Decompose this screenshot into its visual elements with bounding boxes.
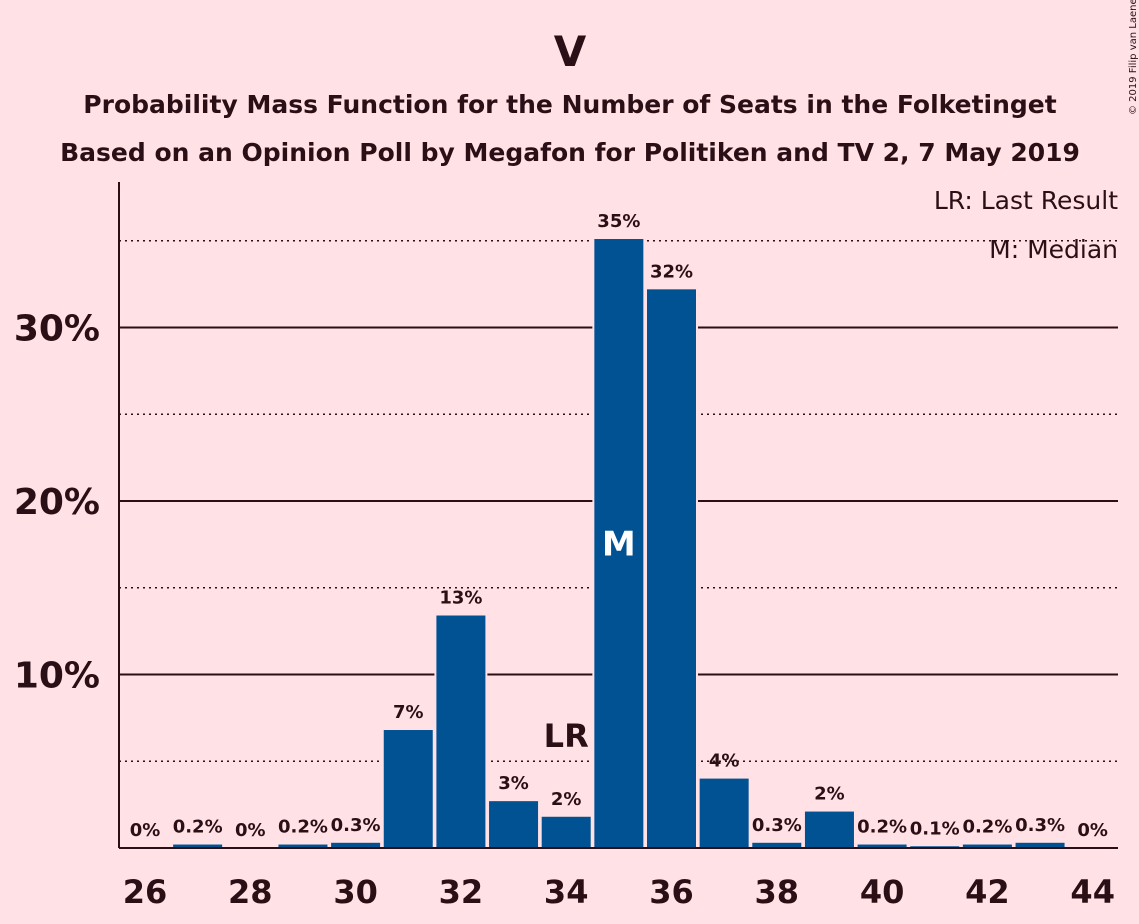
x-tick-label: 32 [439,873,484,911]
bars [171,237,1067,849]
bar-value-label: 0.1% [910,818,960,839]
y-tick-label: 30% [14,309,100,350]
bar [804,811,854,848]
bar [331,842,381,848]
bar [278,844,328,848]
bar-value-label: 7% [393,702,424,723]
axes: 10% 20% 30% 26 28 30 32 34 36 38 40 42 44 [14,182,1118,911]
bar-value-label: 0% [130,820,161,841]
bar-value-label: 13% [439,588,482,609]
x-tick-label: 36 [649,873,694,911]
bar-value-label: 0.2% [173,817,223,838]
y-tick-label: 10% [14,656,100,697]
x-tick-label: 40 [860,873,905,911]
last-result-marker: LR [544,717,589,755]
x-tick-label: 28 [228,873,273,911]
x-tick-label: 34 [544,873,589,911]
bar [857,844,907,848]
bar-value-label: 0.3% [1015,815,1065,836]
chart-title: V [554,27,587,76]
x-tick-label: 30 [333,873,378,911]
bar-value-label: 35% [597,211,640,232]
bar [594,239,644,848]
bar-value-label: 3% [498,773,529,794]
bar [436,615,486,848]
legend-median: M: Median [989,235,1118,264]
bar [962,844,1012,848]
bar-value-label: 32% [650,261,693,282]
bar-labels: 0% 0.2% 0% 0.2% 0.3%7%13%3%2%35%32%4%0.3%2%0… [130,211,1108,841]
bar-value-label: 0% [235,820,266,841]
legend-last-result: LR: Last Result [934,186,1118,215]
bar [699,778,749,848]
median-marker: M [602,525,636,565]
bar [541,816,591,848]
bar [752,842,802,848]
bar-value-label: 2% [551,789,582,810]
chart-subtitle-2: Based on an Opinion Poll by Megafon for … [60,138,1080,167]
bar-value-label: 0.2% [278,817,328,838]
x-tick-label: 42 [965,873,1010,911]
bar [383,730,433,848]
bar-value-label: 0.3% [752,815,802,836]
bar-value-label: 0.3% [331,815,381,836]
bar-value-label: 2% [814,784,845,805]
bar [489,801,539,848]
bar-value-label: 0.2% [857,817,907,838]
bar [647,289,696,849]
bar-gap [908,844,962,848]
bar [1015,842,1065,848]
x-tick-label: 44 [1070,873,1115,911]
bar-value-label: 0.2% [962,817,1012,838]
bar [173,844,223,848]
x-tick-label: 26 [123,873,168,911]
y-tick-label: 20% [14,482,100,523]
copyright-note: © 2019 Filip van Laenen [1128,0,1139,115]
chart-subtitle: Probability Mass Function for the Number… [83,90,1056,119]
bar-value-label: 4% [709,751,740,772]
x-tick-label: 38 [755,873,800,911]
bar-value-label: 0% [1077,820,1108,841]
